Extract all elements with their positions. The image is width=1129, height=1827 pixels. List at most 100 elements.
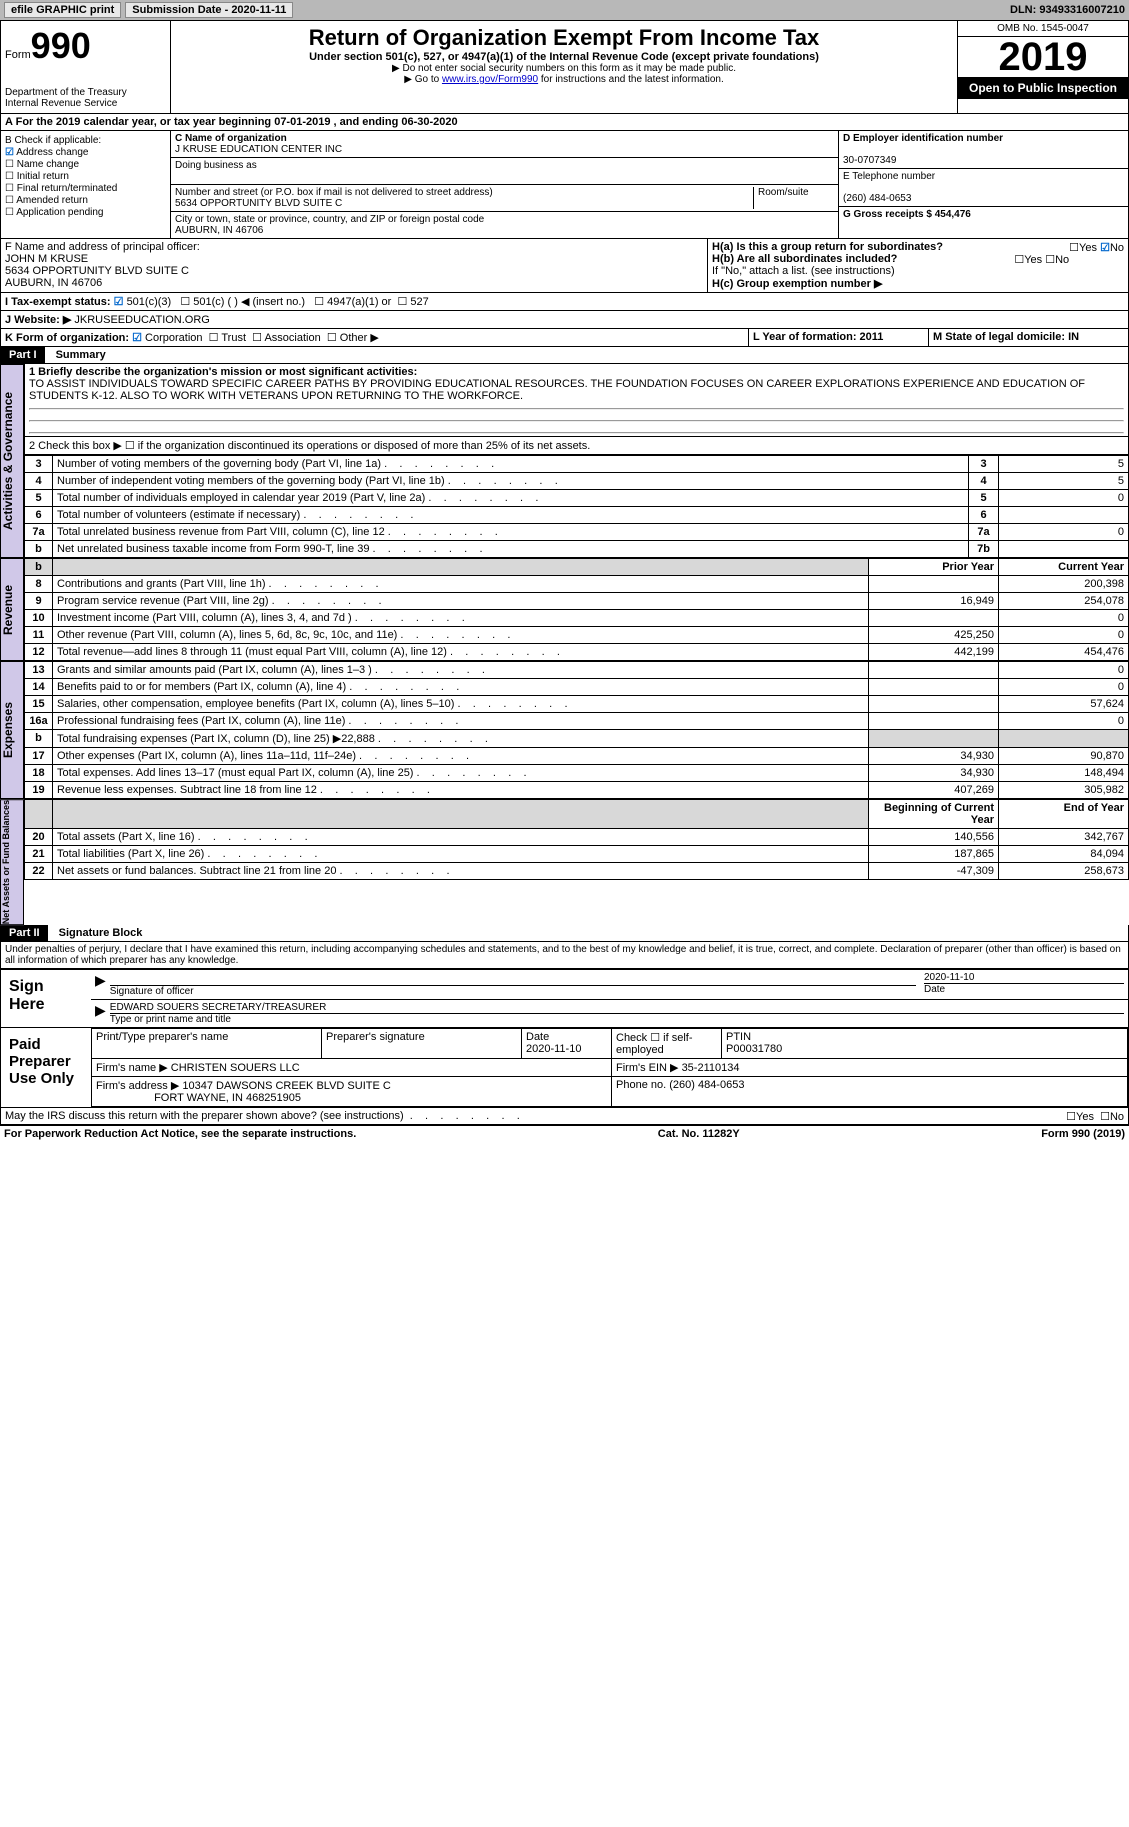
- side-label-ag: Activities & Governance: [0, 364, 24, 558]
- table-row: 12Total revenue—add lines 8 through 11 (…: [25, 644, 1129, 661]
- chk-name-change[interactable]: ☐ Name change: [5, 159, 166, 170]
- top-bar: efile GRAPHIC print Submission Date - 20…: [0, 0, 1129, 20]
- city-label: City or town, state or province, country…: [175, 214, 484, 225]
- side-label-na: Net Assets or Fund Balances: [0, 799, 24, 925]
- part2-header: Part II: [1, 925, 48, 941]
- form-title: Return of Organization Exempt From Incom…: [175, 25, 953, 51]
- h-c-row: H(c) Group exemption number ▶: [712, 277, 1124, 290]
- date-label: Date: [924, 984, 945, 995]
- part1-title: Summary: [48, 349, 106, 361]
- tax-year: 2019: [958, 37, 1128, 77]
- officer-name: JOHN M KRUSE: [5, 253, 88, 265]
- table-row: 9Program service revenue (Part VIII, lin…: [25, 593, 1129, 610]
- dept-label: Department of the Treasury: [5, 87, 166, 98]
- phone-value: (260) 484-0653: [843, 193, 911, 204]
- h-b-note: If "No," attach a list. (see instruction…: [712, 265, 1124, 277]
- table-row: 13Grants and similar amounts paid (Part …: [25, 662, 1129, 679]
- expenses-table: 13Grants and similar amounts paid (Part …: [24, 661, 1129, 799]
- gross-receipts: G Gross receipts $ 454,476: [843, 209, 971, 220]
- phone-label: E Telephone number: [843, 171, 935, 182]
- cat-no: Cat. No. 11282Y: [658, 1128, 740, 1140]
- chk-amended[interactable]: ☐ Amended return: [5, 195, 166, 206]
- note-ssn: ▶ Do not enter social security numbers o…: [175, 63, 953, 74]
- chk-app-pending[interactable]: ☐ Application pending: [5, 207, 166, 218]
- perjury-declaration: Under penalties of perjury, I declare th…: [0, 942, 1129, 969]
- table-row: 11Other revenue (Part VIII, column (A), …: [25, 627, 1129, 644]
- tax-period-row: A For the 2019 calendar year, or tax yea…: [0, 114, 1129, 131]
- h-b-row: H(b) Are all subordinates included? ☐Yes…: [712, 253, 1124, 265]
- sig-officer-label: Signature of officer: [110, 986, 194, 997]
- part1-header: Part I: [1, 347, 45, 363]
- form-footer: Form 990 (2019): [1041, 1128, 1125, 1140]
- sign-here-label: Sign Here: [1, 970, 91, 1027]
- box-b-header: B Check if applicable:: [5, 135, 166, 146]
- form-number: Form990: [5, 25, 166, 67]
- officer-addr1: 5634 OPPORTUNITY BLVD SUITE C: [5, 265, 189, 277]
- signature-block: Sign Here ▶ Signature of officer 2020-11…: [0, 969, 1129, 1108]
- state-domicile: M State of legal domicile: IN: [928, 329, 1128, 346]
- org-name: J KRUSE EDUCATION CENTER INC: [175, 144, 342, 155]
- table-row: 19Revenue less expenses. Subtract line 1…: [25, 782, 1129, 799]
- efile-print-button[interactable]: efile GRAPHIC print: [4, 2, 121, 18]
- ag-table: 3Number of voting members of the governi…: [24, 455, 1129, 558]
- table-row: 6Total number of volunteers (estimate if…: [25, 507, 1129, 524]
- net-assets-table: Beginning of Current Year End of Year 20…: [24, 799, 1129, 880]
- note-goto: ▶ Go to www.irs.gov/Form990 for instruct…: [175, 74, 953, 85]
- table-row: 15Salaries, other compensation, employee…: [25, 696, 1129, 713]
- discuss-row: May the IRS discuss this return with the…: [0, 1108, 1129, 1125]
- year-formation: L Year of formation: 2011: [748, 329, 928, 346]
- side-label-rev: Revenue: [0, 558, 24, 661]
- table-row: 20Total assets (Part X, line 16)140,5563…: [25, 829, 1129, 846]
- website-row: J Website: ▶ JKRUSEEDUCATION.ORG: [1, 311, 1128, 328]
- side-label-exp: Expenses: [0, 661, 24, 799]
- table-row: 5Total number of individuals employed in…: [25, 490, 1129, 507]
- sig-date: 2020-11-10: [924, 972, 1124, 984]
- street-label: Number and street (or P.O. box if mail i…: [175, 187, 493, 198]
- irs-link[interactable]: www.irs.gov/Form990: [442, 74, 538, 85]
- table-row: 4Number of independent voting members of…: [25, 473, 1129, 490]
- table-row: 17Other expenses (Part IX, column (A), l…: [25, 748, 1129, 765]
- arrow-icon: ▶: [95, 972, 106, 997]
- org-name-label: C Name of organization: [175, 133, 287, 144]
- open-to-public: Open to Public Inspection: [958, 77, 1128, 99]
- form-subtitle: Under section 501(c), 527, or 4947(a)(1)…: [175, 51, 953, 63]
- chk-address-change[interactable]: ☑ Address change: [5, 147, 166, 158]
- ein-label: D Employer identification number: [843, 133, 1003, 144]
- officer-group-row: F Name and address of principal officer:…: [0, 239, 1129, 293]
- dba-label: Doing business as: [175, 160, 257, 171]
- officer-name-label: Type or print name and title: [110, 1014, 231, 1025]
- revenue-table: b Prior Year Current Year 8Contributions…: [24, 558, 1129, 661]
- line-2: 2 Check this box ▶ ☐ if the organization…: [24, 437, 1129, 455]
- mission-block: 1 Briefly describe the organization's mi…: [24, 364, 1129, 437]
- irs-label: Internal Revenue Service: [5, 98, 166, 109]
- table-row: 8Contributions and grants (Part VIII, li…: [25, 576, 1129, 593]
- chk-final-return[interactable]: ☐ Final return/terminated: [5, 183, 166, 194]
- table-row: 7aTotal unrelated business revenue from …: [25, 524, 1129, 541]
- officer-addr2: AUBURN, IN 46706: [5, 277, 102, 289]
- form-header: Form990 Department of the Treasury Inter…: [0, 20, 1129, 114]
- city-value: AUBURN, IN 46706: [175, 225, 263, 236]
- table-row: 3Number of voting members of the governi…: [25, 456, 1129, 473]
- table-row: bTotal fundraising expenses (Part IX, co…: [25, 730, 1129, 748]
- table-row: 22Net assets or fund balances. Subtract …: [25, 863, 1129, 880]
- pra-notice: For Paperwork Reduction Act Notice, see …: [4, 1128, 356, 1140]
- table-row: 16aProfessional fundraising fees (Part I…: [25, 713, 1129, 730]
- chk-initial-return[interactable]: ☐ Initial return: [5, 171, 166, 182]
- street-value: 5634 OPPORTUNITY BLVD SUITE C: [175, 198, 342, 209]
- info-grid: B Check if applicable: ☑ Address change …: [0, 131, 1129, 239]
- table-row: 21Total liabilities (Part X, line 26)187…: [25, 846, 1129, 863]
- room-label: Room/suite: [758, 187, 809, 198]
- paid-preparer-label: Paid Preparer Use Only: [1, 1028, 91, 1107]
- ein-value: 30-0707349: [843, 155, 896, 166]
- officer-printed-name: EDWARD SOUERS SECRETARY/TREASURER: [110, 1002, 1124, 1014]
- table-row: 10Investment income (Part VIII, column (…: [25, 610, 1129, 627]
- h-a-row: H(a) Is this a group return for subordin…: [712, 241, 1124, 253]
- table-row: 14Benefits paid to or for members (Part …: [25, 679, 1129, 696]
- tax-exempt-row: I Tax-exempt status: ☑ 501(c)(3) ☐ 501(c…: [1, 293, 1128, 310]
- page-footer: For Paperwork Reduction Act Notice, see …: [0, 1125, 1129, 1142]
- table-row: 18Total expenses. Add lines 13–17 (must …: [25, 765, 1129, 782]
- form-org-row: K Form of organization: ☑ Corporation ☐ …: [1, 329, 748, 346]
- box-f-label: F Name and address of principal officer:: [5, 241, 200, 253]
- part2-title: Signature Block: [51, 927, 143, 939]
- submission-date-button[interactable]: Submission Date - 2020-11-11: [125, 2, 293, 18]
